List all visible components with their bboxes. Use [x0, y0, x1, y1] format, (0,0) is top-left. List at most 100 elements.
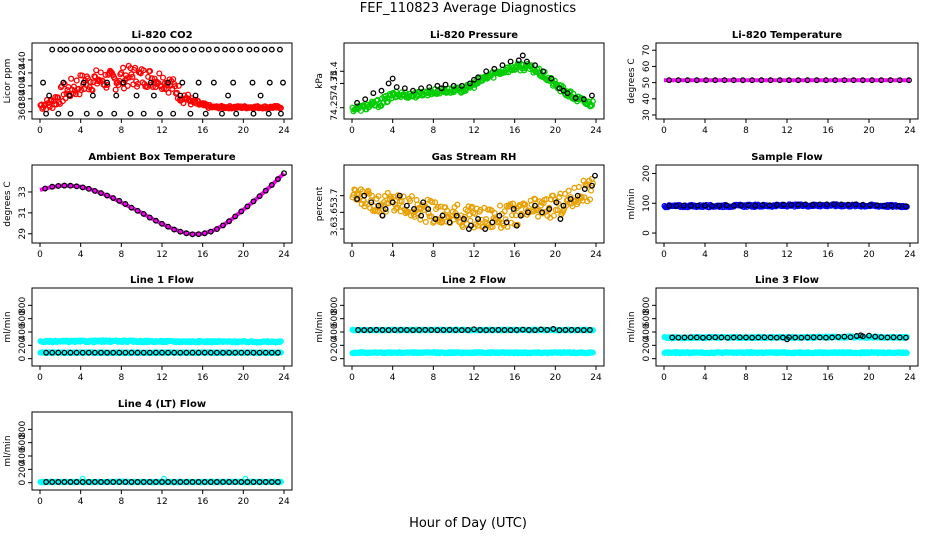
panel-2: Li-820 Temperature degrees C 0 4 8 12 16 20 24 30… [627, 30, 919, 136]
data-point [195, 479, 202, 485]
data-point [354, 99, 361, 106]
data-point [519, 52, 526, 59]
data-point [361, 192, 368, 199]
data-point [111, 110, 118, 117]
data-point [499, 62, 506, 69]
y-tick-label: 31 [18, 207, 28, 218]
data-point [515, 57, 522, 64]
band-point [175, 82, 182, 89]
data-point [859, 201, 866, 208]
data-point [706, 334, 713, 341]
x-tick-label: 24 [590, 126, 602, 136]
data-point [809, 201, 816, 208]
band-point [277, 478, 284, 485]
data-point [189, 349, 196, 356]
data-point [389, 75, 396, 82]
data-point [104, 79, 111, 86]
data-point [560, 202, 567, 209]
main-title: FEF_110823 Average Diagnostics [359, 1, 577, 16]
data-point [91, 479, 98, 485]
band-point [361, 203, 368, 210]
data-point [483, 68, 490, 75]
data-point [177, 479, 184, 485]
data-point [784, 336, 790, 343]
data-point [385, 327, 392, 334]
data-point [835, 334, 842, 340]
data-point [97, 110, 103, 117]
y-tick-label: 800 [642, 296, 652, 313]
data-point [416, 327, 423, 333]
data-point [438, 85, 445, 92]
y-tick-label: 400 [642, 323, 652, 340]
y-axis-title: ml/min [627, 311, 637, 342]
data-point [829, 334, 836, 341]
data-point [213, 46, 220, 53]
data-point [73, 479, 80, 485]
data-point [116, 349, 123, 356]
data-point [268, 479, 275, 485]
data-point [666, 202, 673, 209]
data-point [723, 202, 730, 209]
data-point [136, 46, 143, 53]
data-area [39, 170, 287, 238]
data-point [129, 46, 136, 53]
y-tick-label: 33 [18, 186, 28, 197]
data-point [403, 202, 410, 209]
data-point [532, 202, 538, 209]
x-tick-label: 24 [278, 126, 290, 136]
panel-title: Li-820 Pressure [430, 30, 518, 41]
data-point [165, 223, 172, 230]
data-point [171, 349, 178, 356]
data-point [73, 349, 80, 356]
data-point [896, 334, 903, 341]
data-point [795, 77, 802, 84]
data-point [237, 46, 244, 53]
x-tick-label: 24 [278, 497, 290, 507]
data-point [712, 77, 719, 84]
band-point [173, 89, 180, 96]
data-point [100, 46, 106, 53]
data-point [49, 183, 56, 190]
band-point [92, 73, 99, 81]
data-point [496, 212, 503, 219]
data-point [276, 46, 283, 53]
data-point [562, 327, 569, 333]
data-point [666, 77, 673, 84]
data-point [553, 199, 560, 206]
data-point [680, 202, 687, 209]
data-point [67, 479, 74, 485]
band-point [491, 209, 498, 216]
data-point [838, 201, 845, 208]
data-point [113, 92, 120, 99]
data-point [49, 349, 56, 356]
x-tick-label: 16 [509, 373, 521, 383]
band-point [587, 187, 595, 194]
panel-3: Ambient Box Temperature degrees C 0 4 8 12 16 2… [3, 152, 293, 260]
data-point [755, 334, 762, 341]
data-area [661, 332, 910, 357]
data-point [749, 77, 756, 84]
band-point [556, 193, 563, 201]
x-tick-label: 4 [702, 250, 708, 260]
y-tick-label: 800 [18, 420, 28, 437]
data-point [745, 202, 751, 209]
data-point [123, 46, 130, 53]
data-point [694, 202, 701, 209]
data-point [40, 79, 46, 86]
band-point [124, 82, 131, 89]
data-point [78, 46, 85, 53]
data-point [564, 90, 571, 97]
data-point [532, 327, 538, 334]
x-tick-label: 16 [197, 126, 209, 136]
data-point [93, 46, 100, 53]
x-tick-label: 8 [743, 126, 749, 136]
panel-5: Sample Flow ml/min 0 4 8 12 16 20 24 0 100 200 [627, 152, 919, 260]
data-point [354, 196, 361, 202]
data-point [446, 219, 453, 226]
x-tick-label: 4 [78, 373, 84, 383]
data-point [104, 479, 111, 485]
data-point [98, 190, 104, 196]
data-point [418, 85, 425, 92]
x-tick-label: 16 [822, 126, 834, 136]
